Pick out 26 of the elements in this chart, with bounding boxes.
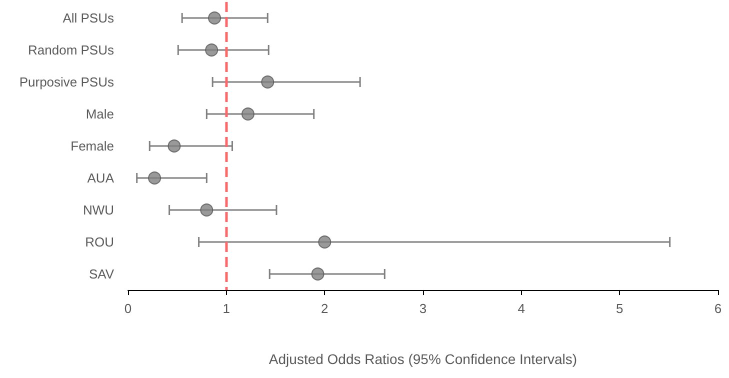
point	[168, 140, 181, 152]
point	[261, 76, 274, 88]
y-tick-label: SAV	[88, 266, 114, 282]
y-tick-label: AUA	[87, 170, 114, 186]
y-tick-label: All PSUs	[62, 10, 114, 26]
point	[200, 204, 214, 216]
point	[241, 108, 254, 120]
y-tick-label: ROU	[85, 234, 114, 250]
x-tick-label: 4	[518, 301, 525, 316]
y-tick-label: NWU	[82, 202, 114, 218]
x-tick-label: 3	[419, 301, 427, 316]
x-tick-label: 1	[222, 301, 230, 316]
x-axis-title: Adjusted Odds Ratios (95% Confidence Intervals)	[268, 351, 578, 367]
point	[148, 172, 162, 184]
point	[205, 44, 218, 56]
y-tick-label: Random PSUs	[28, 42, 114, 58]
y-tick-label: Female	[70, 138, 114, 154]
y-tick-label: Purposive PSUs	[19, 74, 114, 90]
point	[311, 268, 324, 280]
point	[318, 236, 332, 248]
point	[208, 12, 222, 24]
x-tick-label: 5	[616, 301, 624, 316]
y-tick-label: Male	[86, 106, 114, 122]
x-tick-label: 2	[321, 301, 328, 316]
x-tick-label: 6	[714, 301, 722, 316]
x-tick-label: 0	[124, 301, 132, 316]
